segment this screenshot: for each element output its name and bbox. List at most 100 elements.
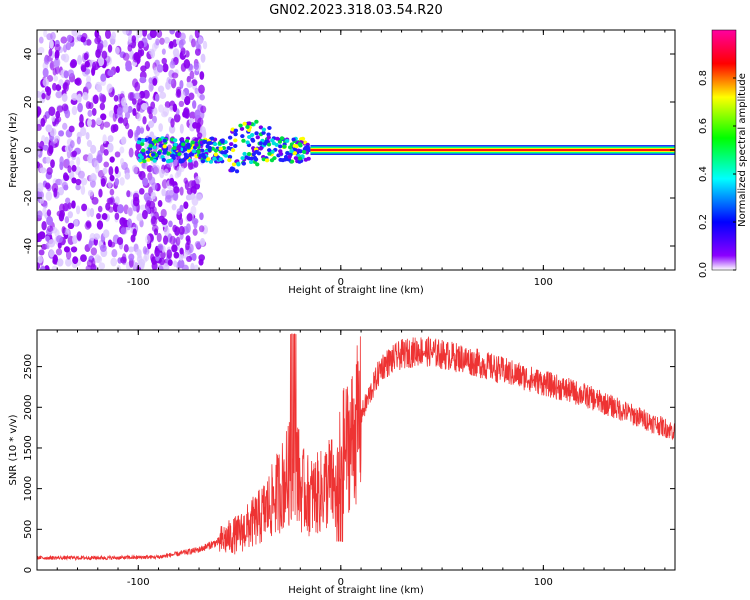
spectrogram-cell [120, 158, 125, 166]
spectrogram-cell [158, 143, 163, 148]
spectrogram-cell [267, 151, 272, 156]
spectrogram-cell [177, 152, 182, 157]
spectrogram-cell [174, 226, 180, 236]
spectrogram-cell [173, 260, 178, 267]
spectrogram-cell [58, 79, 64, 87]
spectrogram-cell [247, 121, 252, 126]
spectrogram-cell [128, 253, 135, 261]
spectrogram-cell [161, 111, 168, 118]
spectrogram-cell [193, 62, 200, 70]
spectrogram-cell [297, 149, 303, 154]
spectrogram-cell [180, 158, 186, 163]
spectrogram-cell [294, 144, 299, 149]
spectrogram-cell [121, 253, 127, 262]
spectrogram-cell [71, 200, 76, 209]
spectrogram-ylabel: Frequency (Hz) [8, 112, 19, 188]
spectrogram-cell [46, 215, 54, 226]
spectrogram-cell [84, 60, 90, 68]
spectrogram-cell [43, 30, 48, 38]
spectrogram-cell [175, 236, 181, 246]
spectrogram-cell [139, 155, 145, 160]
spectrogram-cell [194, 30, 200, 39]
spectrogram-cell [301, 149, 307, 154]
spectrogram-cell [168, 220, 173, 228]
spectrogram-cell [151, 182, 158, 191]
spectrogram-cell [275, 136, 280, 141]
spectrogram-cell [250, 138, 256, 143]
spectrogram-cell [117, 204, 124, 214]
spectrogram-cell [185, 235, 191, 243]
spectrogram-cell [141, 30, 148, 37]
spectrogram-cell [229, 166, 235, 171]
spectrogram-cell [68, 144, 73, 152]
spectrogram-cell [152, 158, 157, 163]
spectrogram-cell [87, 109, 93, 117]
spectrogram-cell [231, 162, 237, 167]
spectrogram-cell [138, 258, 146, 268]
spectrogram-cell [61, 181, 69, 189]
spectrogram-cell [283, 154, 289, 159]
spectrogram-cell [173, 191, 179, 202]
spectrogram-cell [162, 138, 167, 143]
spectrogram-cell [107, 142, 114, 153]
spectrogram-cell [172, 103, 178, 113]
spectrogram-cell [48, 239, 56, 248]
spectrogram-cell [55, 110, 61, 119]
spectrogram-cell [170, 153, 176, 158]
x-tick-label: 0 [338, 277, 344, 288]
spectrogram-cell [152, 78, 158, 86]
spectrogram-cell [61, 226, 66, 234]
spectrogram-cell [37, 146, 41, 156]
spectrogram-cell [115, 46, 120, 55]
spectrogram-cell [264, 158, 270, 163]
spectrogram-cell [213, 152, 218, 157]
spectrogram-cell [173, 251, 180, 259]
spectrogram-cell [218, 156, 223, 161]
spectrogram-cell [194, 109, 201, 119]
y-tick-label: -40 [23, 238, 34, 254]
spectrogram-cell [252, 155, 258, 160]
spectrogram-cell [37, 90, 41, 98]
y-tick-label: 20 [23, 96, 34, 109]
spectrogram-cell [146, 106, 152, 115]
spectrogram-cell [177, 259, 185, 269]
spectrogram-cell [72, 235, 78, 244]
spectrogram-cell [267, 125, 272, 130]
spectrogram-cell [127, 246, 135, 253]
spectrogram-cell [168, 78, 175, 85]
spectrogram-cell [93, 160, 100, 170]
spectrogram-cell [55, 91, 63, 99]
spectrogram-cell [179, 123, 184, 134]
spectrogram-cell [280, 158, 286, 163]
spectrogram-cell [261, 127, 267, 132]
spectrogram-cell [166, 151, 171, 156]
spectrogram-cell [293, 156, 299, 161]
spectrogram-cell [99, 244, 107, 252]
spectrogram-cell [199, 212, 204, 221]
spectrogram-cell [38, 36, 44, 44]
spectrogram-cell [112, 112, 117, 122]
spectrogram-cell [168, 124, 176, 134]
spectrogram-cell [193, 264, 199, 270]
spectrogram-cell [80, 177, 88, 186]
spectrogram-cell [80, 185, 86, 195]
spectrogram-cell [179, 204, 184, 213]
spectrogram-cell [109, 35, 116, 45]
spectrogram-cell [152, 107, 158, 116]
spectrogram-cell [136, 213, 144, 222]
spectrogram-ticks: -100 0 100 -40 -20 0 20 40 [23, 30, 675, 288]
spectrogram-cell [48, 48, 53, 57]
spectrogram-cell [271, 141, 277, 146]
spectrogram-cell [125, 63, 133, 72]
spectrogram-cell [173, 186, 180, 194]
spectrogram-cell [127, 207, 134, 217]
spectrogram-cell [200, 159, 206, 164]
spectrogram-cell [106, 56, 112, 65]
spectrogram-cell [254, 119, 259, 124]
spectrogram-cell [168, 178, 174, 187]
spectrogram-cell [158, 123, 163, 132]
spectrogram-cell [297, 142, 302, 147]
spectrogram-cell [105, 202, 111, 211]
spectrogram-cell [38, 191, 44, 200]
